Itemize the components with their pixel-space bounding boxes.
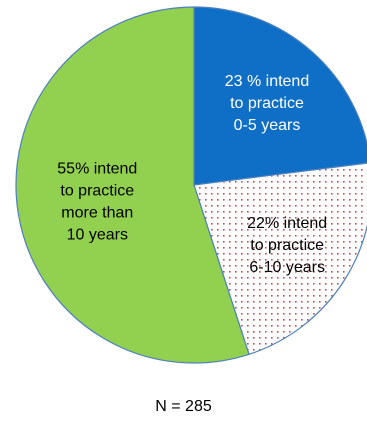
slice-label-1-line-3: 0-5 years [234,117,301,134]
slice-label-1-line-1: 23 % intend [225,73,310,90]
slice-label-1: 23 % intend to practice 0-5 years [225,73,310,134]
slice-label-2-line-1: 22% intend [247,215,327,232]
pie-slice-2 [193,162,367,356]
slice-label-2: 22% intend to practice 6-10 years [247,215,327,276]
slice-label-3: 55% intend to practice more than 10 years [57,160,137,243]
slice-label-3-line-2: to practice [60,182,134,199]
sample-size-note: N = 285 [155,398,212,415]
slices-layer [15,6,367,364]
pie-slice-1 [193,6,367,186]
slice-label-2-line-3: 6-10 years [249,259,325,276]
slice-label-2-line-2: to practice [250,237,324,254]
slice-label-3-line-3: more than [61,204,133,221]
slice-label-3-line-4: 10 years [67,226,128,243]
slice-label-3-line-1: 55% intend [57,160,137,177]
slice-label-1-line-2: to practice [230,95,304,112]
pie-slice-3 [15,6,250,364]
labels-layer: 23 % intend to practice 0-5 years 22% inten… [57,73,327,276]
